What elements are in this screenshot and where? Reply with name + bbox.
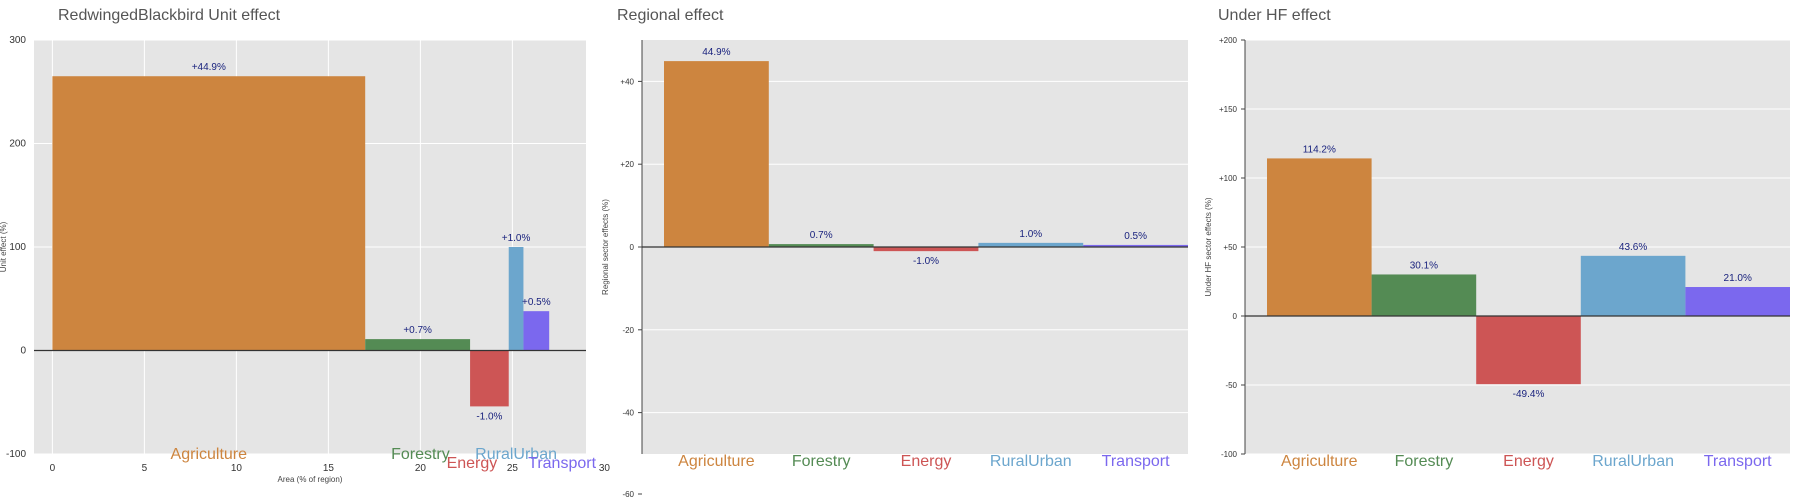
chart-1-data-label-forestry: +0.7% [403, 325, 432, 336]
chart-3-data-label-agriculture: 114.2% [1303, 144, 1336, 155]
chart-2-category-label-transport: Transport [1102, 453, 1170, 470]
chart-2-category-label-forestry: Forestry [792, 453, 851, 470]
chart-3-y-axis-title: Under HF sector effects (%) [1204, 197, 1213, 296]
chart-2-bar-transport [1083, 244, 1188, 247]
chart-1-x-tick-label: 20 [415, 463, 427, 474]
chart-1-data-label-transport: +0.5% [522, 297, 551, 308]
chart-3-bar-transport [1685, 287, 1790, 316]
chart-2-y-tick-label: +20 [620, 160, 634, 169]
chart-2-bar-agriculture [664, 61, 769, 247]
chart-2-y-tick-label: -40 [622, 409, 634, 418]
chart-1-y-tick-label: 100 [9, 242, 26, 253]
chart-2-data-label-forestry: 0.7% [810, 230, 833, 241]
chart-3-y-tick-label: -100 [1221, 450, 1238, 459]
chart-2-data-label-ruralurban: 1.0% [1019, 229, 1042, 240]
chart-3-category-label-agriculture: Agriculture [1281, 453, 1358, 470]
chart-2-category-label-energy: Energy [901, 453, 952, 470]
chart-2-category-label-ruralurban: RuralUrban [990, 453, 1072, 470]
chart-2-y-tick-label: -60 [622, 490, 634, 499]
chart-1-bar-ruralurban [508, 247, 524, 351]
chart-3-bar-energy [1476, 316, 1581, 385]
chart-3-category-label-ruralurban: RuralUrban [1592, 453, 1674, 470]
chart-3-y-tick-label: +150 [1219, 105, 1238, 114]
chart-3-y-tick-label: +200 [1219, 36, 1238, 45]
chart-1-bar-agriculture [52, 76, 366, 351]
chart-1-x-tick-label: 25 [507, 463, 519, 474]
chart-2-bar-ruralurban [978, 242, 1084, 247]
chart-1-y-tick-label: 0 [20, 346, 26, 357]
chart-1-x-tick-label: 5 [142, 463, 148, 474]
chart-3-y-tick-label: +50 [1223, 243, 1237, 252]
chart-3-category-label-energy: Energy [1503, 453, 1554, 470]
chart-1-data-label-agriculture: +44.9% [192, 62, 226, 73]
chart-2-bar-forestry [768, 244, 874, 247]
chart-1-category-label-transport: Transport [528, 455, 596, 472]
chart-3-data-label-forestry: 30.1% [1410, 260, 1438, 271]
chart-1-y-axis-title: Unit effect (%) [0, 221, 8, 272]
chart-2-y-tick-label: -20 [622, 326, 634, 335]
chart-1-x-tick-label: 10 [231, 463, 243, 474]
chart-1-category-label-forestry: Forestry [391, 446, 450, 463]
chart-1-title: RedwingedBlackbird Unit effect [58, 7, 281, 24]
chart-1-x-tick-label: 15 [323, 463, 335, 474]
chart-1-x-axis-title: Area (% of region) [278, 475, 343, 484]
chart-3-category-label-forestry: Forestry [1395, 453, 1454, 470]
chart-1-data-label-ruralurban: +1.0% [502, 233, 531, 244]
chart-1-bar-energy [470, 350, 509, 407]
chart-3-y-tick-label: 0 [1233, 312, 1238, 321]
chart-3-category-label-transport: Transport [1704, 453, 1772, 470]
chart-1-category-label-energy: Energy [447, 455, 498, 472]
chart-1-bar-forestry [365, 339, 471, 351]
chart-3-bar-agriculture [1267, 158, 1372, 316]
chart-1-y-tick-label: 200 [9, 139, 26, 150]
chart-1-category-label-agriculture: Agriculture [171, 446, 248, 463]
chart-3-y-tick-label: -50 [1225, 381, 1237, 390]
chart-3-y-tick-label: +100 [1219, 174, 1238, 183]
chart-2-bar-energy [873, 247, 979, 252]
chart-1-y-tick-label: 300 [9, 35, 26, 46]
chart-1-category-label-ruralurban: RuralUrban [475, 446, 557, 463]
chart-3-bar-ruralurban [1580, 255, 1686, 316]
chart-2-y-axis-title: Regional sector effects (%) [601, 199, 610, 295]
chart-3-title: Under HF effect [1218, 7, 1331, 24]
chart-1-x-tick-label: 0 [50, 463, 56, 474]
chart-1-y-tick-label: -100 [6, 449, 26, 460]
chart-3-bar-forestry [1371, 274, 1477, 316]
chart-2-title: Regional effect [617, 7, 724, 24]
chart-1-data-label-energy: -1.0% [476, 411, 502, 422]
chart-2-y-tick-label: +40 [620, 77, 634, 86]
chart-2-data-label-agriculture: 44.9% [702, 47, 730, 58]
chart-2-y-tick-label: 0 [630, 243, 635, 252]
chart-3-data-label-ruralurban: 43.6% [1619, 242, 1647, 253]
chart-1-x-tick-label: 30 [599, 463, 611, 474]
chart-2-data-label-transport: 0.5% [1124, 231, 1147, 242]
chart-3-data-label-transport: 21.0% [1724, 273, 1752, 284]
chart-2-data-label-energy: -1.0% [913, 256, 939, 267]
chart-1-bar-transport [523, 311, 550, 351]
chart-2-category-label-agriculture: Agriculture [678, 453, 755, 470]
chart-3-data-label-energy: -49.4% [1513, 389, 1545, 400]
